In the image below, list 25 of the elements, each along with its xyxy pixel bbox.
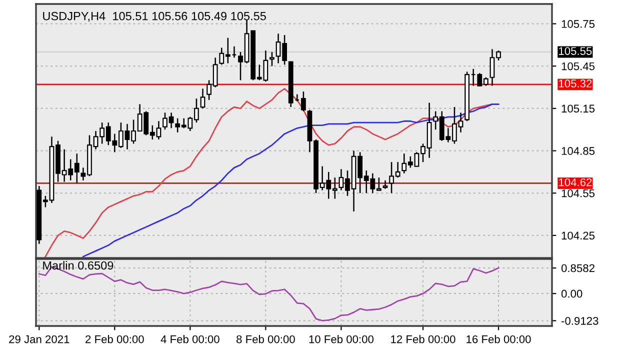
x-tick-label: 2 Feb 00:00	[86, 335, 144, 344]
y-tick-label: 105.15	[562, 104, 595, 113]
ref-line-label: 104.62	[559, 178, 592, 186]
y-tick-label: 104.55	[562, 189, 595, 198]
candlestick	[270, 51, 274, 67]
x-tick-label: 4 Feb 00:00	[160, 335, 220, 344]
candlestick	[300, 90, 306, 112]
text: USDJPY,H4 105.51 105.56 105.49 105.55	[43, 12, 266, 22]
ref-line-label: 105.32	[559, 80, 592, 88]
y-tick-label: 0.00	[561, 290, 582, 298]
y-tick-label: 104.85	[562, 147, 595, 155]
y-tick-label: 0.8582	[561, 264, 594, 272]
y-tick-label: 105.75	[562, 20, 595, 28]
x-tick-label: 16 Feb 00:00	[466, 335, 531, 344]
x-tick-label: 10 Feb 00:00	[309, 335, 374, 344]
y-tick-label: 105.45	[562, 62, 595, 70]
x-tick-label: 29 Jan 2021	[9, 335, 70, 344]
line-series	[82, 103, 500, 258]
x-tick-label: 12 Feb 00:00	[391, 335, 456, 344]
y-tick-label: 104.25	[562, 232, 595, 240]
y-tick-label: -0.9123	[562, 316, 598, 325]
ref-line-label: 105.55	[559, 47, 592, 55]
chart-title: Marlin 0.6509	[43, 261, 114, 270]
candlestick	[200, 88, 206, 110]
x-tick-label: 8 Feb 00:00	[236, 335, 295, 344]
